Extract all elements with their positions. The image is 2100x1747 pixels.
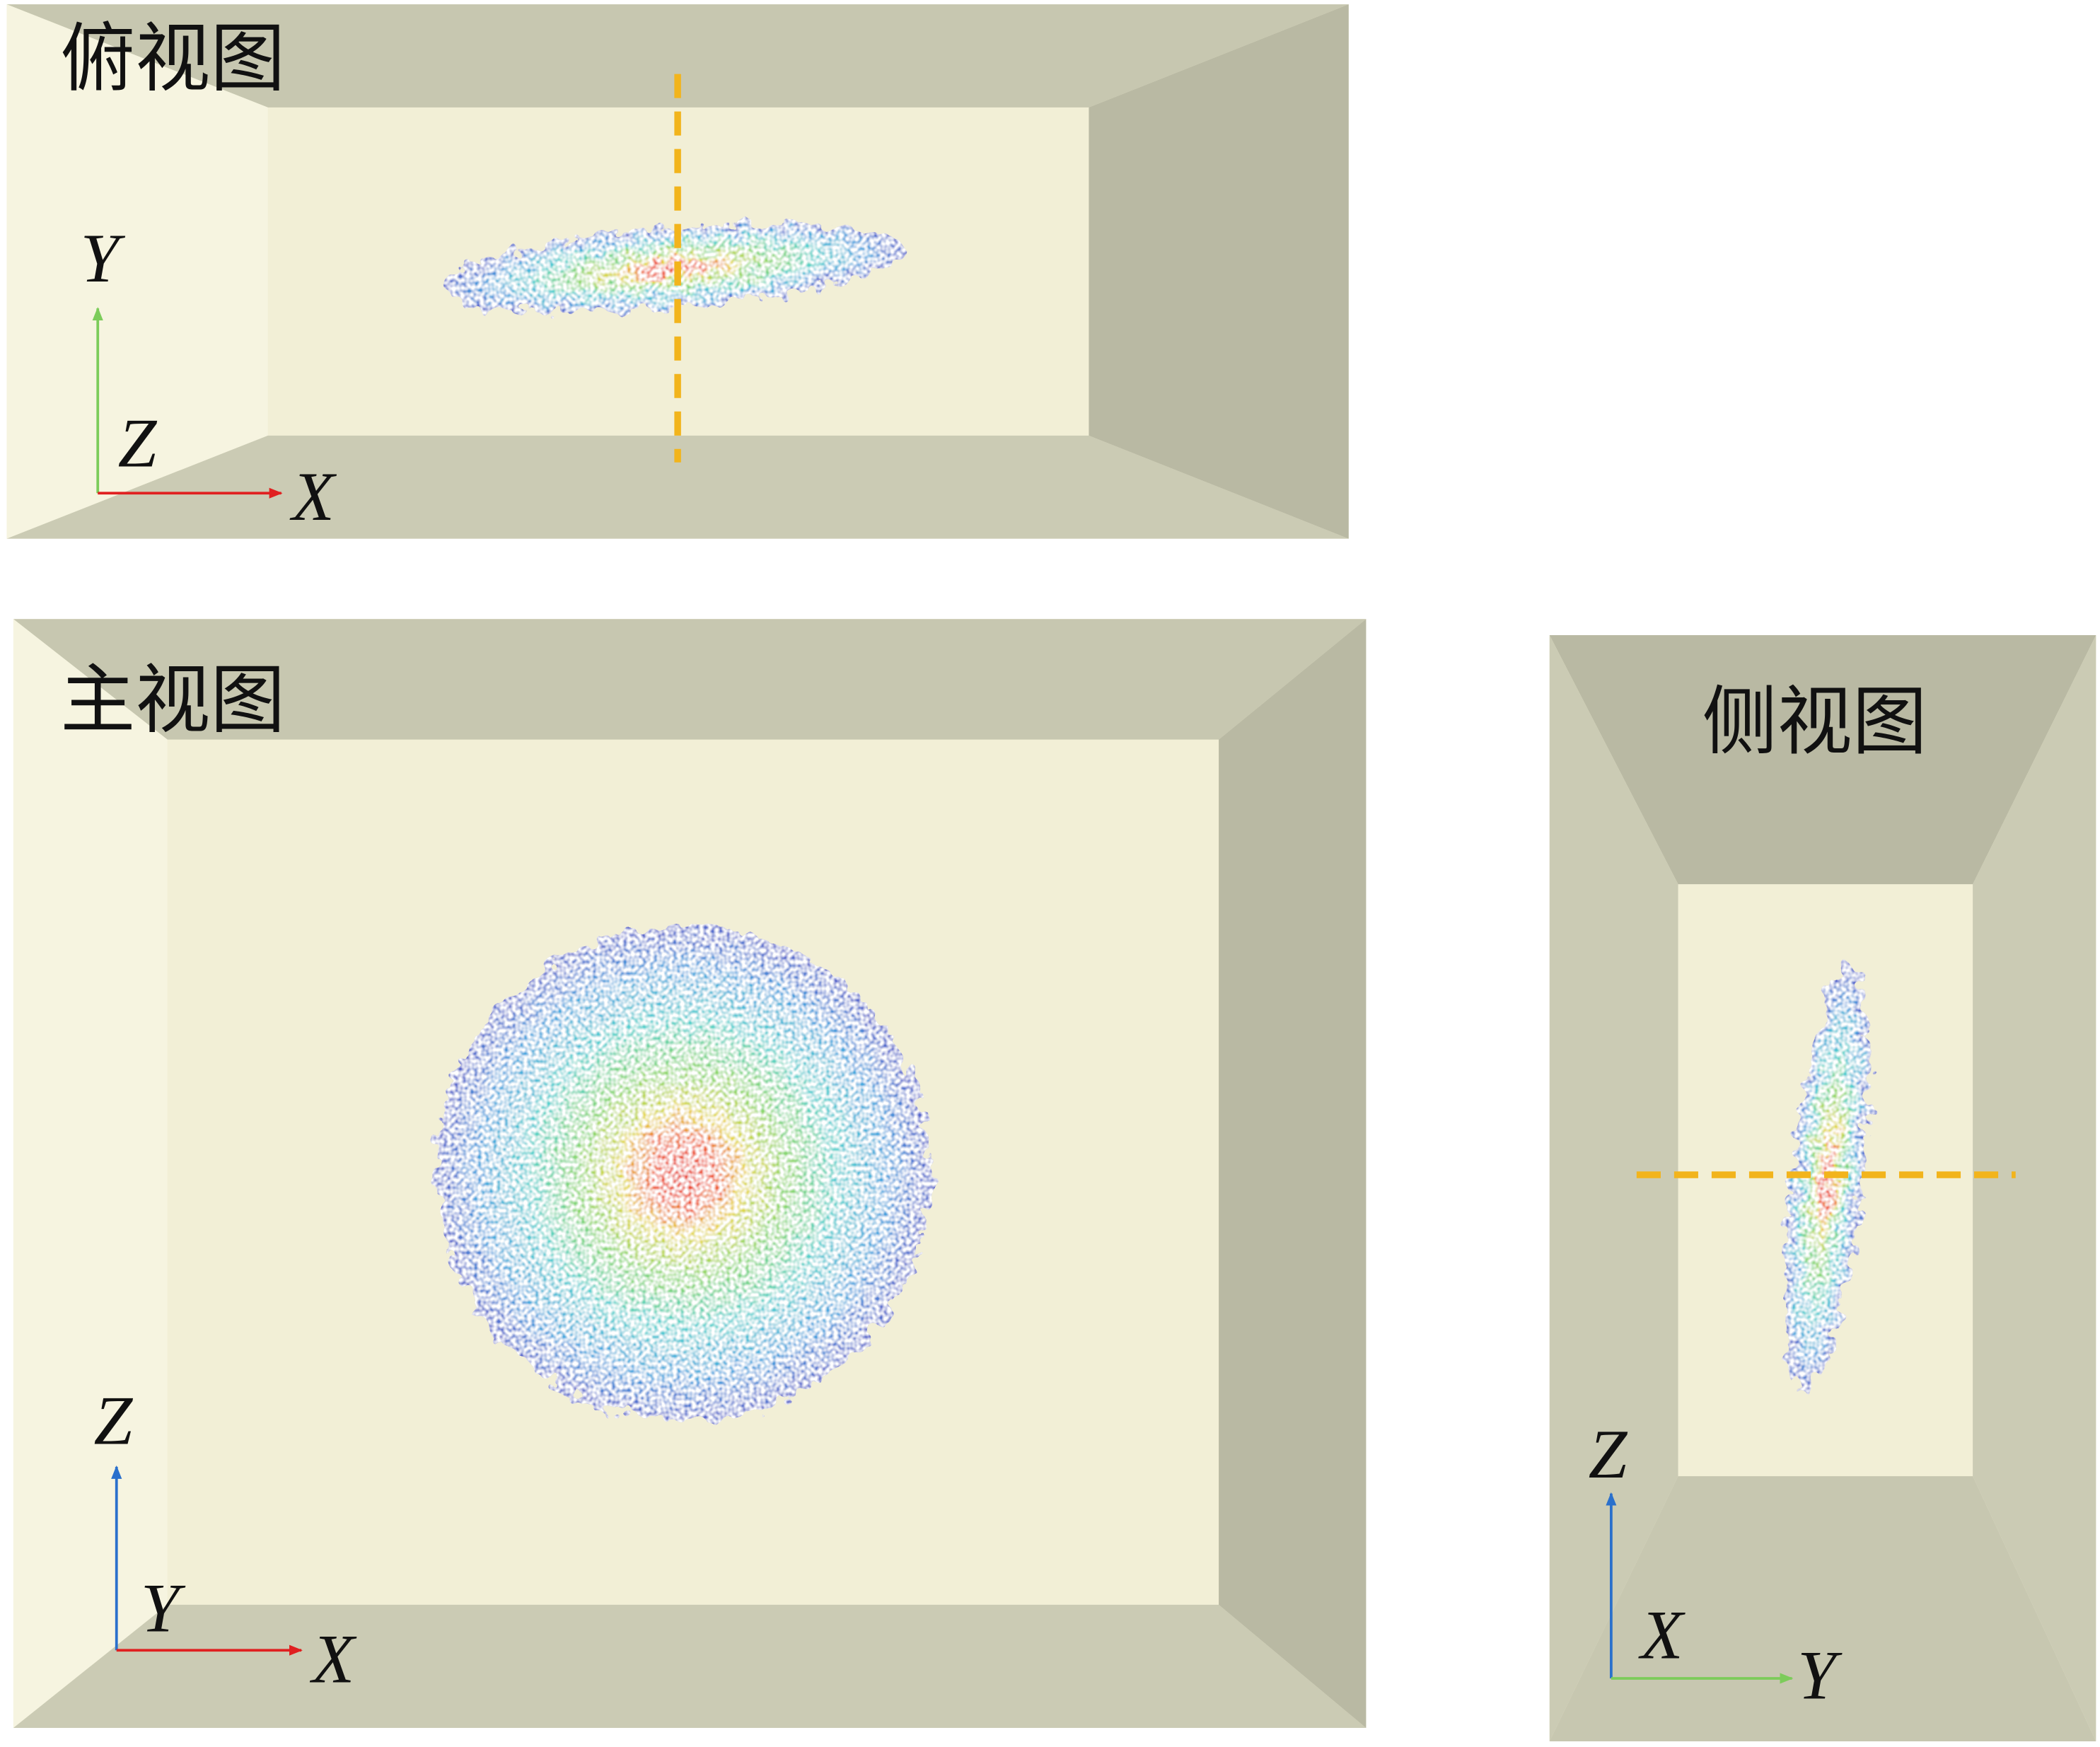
wall-top bbox=[1549, 634, 2096, 885]
wall-top bbox=[6, 4, 1349, 108]
particle-cloud bbox=[1785, 965, 1869, 1393]
particle-cloud bbox=[443, 223, 903, 313]
axis-label: Z bbox=[118, 405, 158, 482]
view-title: 俯视图 bbox=[60, 16, 285, 103]
wall-left bbox=[1549, 634, 1678, 1741]
axis-label: Y bbox=[1797, 1637, 1843, 1714]
wall-right bbox=[1089, 4, 1349, 539]
wall-bottom bbox=[1549, 1476, 2096, 1741]
wall-right bbox=[1973, 634, 2096, 1741]
wall-left bbox=[13, 619, 168, 1729]
wall-bottom bbox=[6, 435, 1349, 539]
axis-label: X bbox=[1638, 1597, 1686, 1674]
particle-cloud bbox=[435, 925, 931, 1422]
wall-right bbox=[1219, 619, 1367, 1729]
axis-label: Y bbox=[81, 220, 126, 297]
axis-label: X bbox=[289, 458, 337, 535]
view-title: 主视图 bbox=[60, 658, 285, 745]
view-title: 侧视图 bbox=[1702, 679, 1927, 766]
axis-label: Y bbox=[141, 1570, 186, 1647]
wall-bottom bbox=[13, 1604, 1367, 1729]
side-view-panel: 侧视图 Z X Y bbox=[1549, 634, 2096, 1741]
wall-left bbox=[6, 4, 268, 539]
wall-top bbox=[13, 619, 1367, 740]
axis-label: Z bbox=[94, 1383, 134, 1460]
front-view-panel: 主视图 Z Y X bbox=[13, 619, 1367, 1729]
axis-label: Z bbox=[1589, 1416, 1628, 1493]
axis-label: X bbox=[309, 1621, 357, 1698]
top-view-panel: 俯视图 Y Z X bbox=[6, 4, 1349, 539]
